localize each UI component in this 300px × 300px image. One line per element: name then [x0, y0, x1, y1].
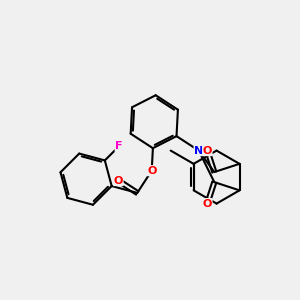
Text: O: O	[203, 199, 212, 208]
Text: O: O	[114, 176, 123, 186]
Text: O: O	[147, 166, 156, 176]
Text: N: N	[194, 146, 203, 156]
Text: O: O	[203, 146, 212, 156]
Text: F: F	[115, 141, 123, 152]
